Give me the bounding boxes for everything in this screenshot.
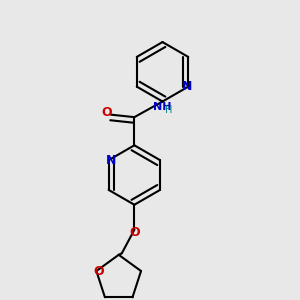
Text: N: N — [106, 154, 116, 167]
Text: O: O — [102, 106, 112, 118]
Text: O: O — [129, 226, 140, 239]
Text: N: N — [182, 80, 192, 93]
Text: O: O — [94, 265, 104, 278]
Text: H: H — [165, 105, 172, 115]
Text: NH: NH — [153, 102, 172, 112]
